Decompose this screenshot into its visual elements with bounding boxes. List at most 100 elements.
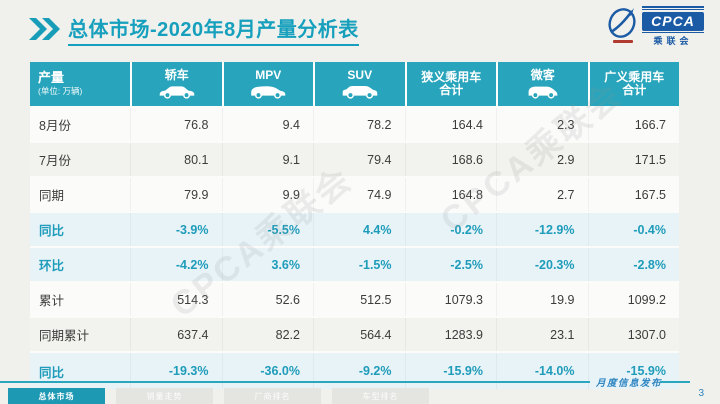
cell-value: 79.4	[313, 143, 405, 176]
cell-value: 78.2	[313, 108, 405, 141]
section-tab-2[interactable]: 厂商排名	[224, 388, 321, 404]
double-chevron-icon	[28, 16, 60, 42]
title-row: 总体市场-2020年8月产量分析表	[28, 12, 359, 46]
cell-value: -12.9%	[496, 213, 588, 246]
column-header-narrow-pv-total: 狭义乘用车 合计	[404, 62, 497, 106]
footer-rule	[0, 381, 590, 383]
cell-value: -20.3%	[496, 248, 588, 281]
section-tab-3[interactable]: 车型排名	[332, 388, 429, 404]
column-label: 合计	[622, 83, 647, 97]
cell-value: 76.8	[130, 108, 222, 141]
cell-value: 52.6	[221, 283, 314, 316]
cell-value: -19.3%	[130, 353, 222, 389]
cell-value: -9.2%	[313, 353, 405, 389]
cell-value: 9.9	[221, 178, 314, 211]
footer-rule	[660, 381, 690, 383]
cell-value: 3.6%	[221, 248, 314, 281]
column-header-microvan: 微客	[496, 62, 588, 106]
cpca-acronym: CPCA	[642, 12, 704, 31]
cell-value: 167.5	[587, 178, 680, 211]
table-row-6: 同期累计 637.4 82.2 564.4 1283.9 23.1 1307.0	[30, 316, 679, 351]
column-label: 狭义乘用车	[421, 69, 482, 84]
cell-value: 164.4	[404, 108, 497, 141]
table-row-1: 7月份 80.1 9.1 79.4 168.6 2.9 171.5	[30, 141, 679, 176]
row-label: 环比	[39, 259, 65, 273]
table-row-5: 累计 514.3 52.6 512.5 1079.3 19.9 1099.2	[30, 281, 679, 316]
row-label: 同期累计	[39, 329, 90, 343]
cell-value: 9.1	[221, 143, 314, 176]
column-header-suv: SUV	[313, 62, 405, 106]
row-label: 7月份	[39, 154, 71, 168]
cell-value: 564.4	[313, 318, 405, 351]
cell-value: -0.2%	[404, 213, 497, 246]
row-label: 同期	[39, 189, 65, 203]
column-label: MPV	[255, 68, 282, 83]
column-header-sedan: 轿车	[130, 62, 222, 106]
cell-value: -3.9%	[130, 213, 222, 246]
logo-rule	[642, 9, 704, 10]
cell-value: 2.7	[496, 178, 588, 211]
column-label: 合计	[439, 83, 464, 97]
footer-note: 月度信息发布	[596, 379, 663, 389]
cell-value: 1307.0	[587, 318, 680, 351]
table-row-4: 环比 -4.2% 3.6% -1.5% -2.5% -20.3% -2.8%	[30, 246, 679, 281]
cell-value: -0.4%	[587, 213, 680, 246]
column-header-mpv: MPV	[221, 62, 314, 106]
row-label: 同比	[39, 365, 65, 380]
microvan-icon	[525, 84, 561, 99]
cell-value: 164.8	[404, 178, 497, 211]
cell-value: 82.2	[221, 318, 314, 351]
mpv-icon	[248, 84, 288, 99]
table-row-7: 同比 -19.3% -36.0% -9.2% -15.9% -14.0% -15.9%	[30, 351, 679, 389]
table-corner-header: 产量 (单位: 万辆)	[30, 62, 130, 106]
title-section-name: 总体市场	[68, 18, 150, 41]
cpca-logo: CPCA 乘联会	[605, 6, 704, 47]
cell-value: 23.1	[496, 318, 588, 351]
page-number: 3	[698, 388, 704, 399]
section-tab-0[interactable]: 总体市场	[8, 388, 105, 404]
title-rest: -2020年8月产量分析表	[150, 18, 359, 41]
production-table: 产量 (单位: 万辆) 轿车 MPV SUV 狭义乘用车 合计 微客 广义乘用车 合计 8月份…	[30, 62, 679, 389]
cpca-chinese-name: 乘联会	[642, 32, 704, 47]
table-row-3: 同比 -3.9% -5.5% 4.4% -0.2% -12.9% -0.4%	[30, 211, 679, 246]
cell-value: 1283.9	[404, 318, 497, 351]
cell-value: 168.6	[404, 143, 497, 176]
cell-value: -36.0%	[221, 353, 314, 389]
corner-unit: (单位: 万辆)	[38, 86, 83, 97]
section-tab-1[interactable]: 销量走势	[116, 388, 213, 404]
cell-value: 79.9	[130, 178, 222, 211]
cell-value: 1099.2	[587, 283, 680, 316]
column-label: SUV	[347, 68, 373, 83]
cell-value: -14.0%	[496, 353, 588, 389]
cell-value: 512.5	[313, 283, 405, 316]
table-row-0: 8月份 76.8 9.4 78.2 164.4 2.3 166.7	[30, 106, 679, 141]
cell-value: -4.2%	[130, 248, 222, 281]
cell-value: 2.3	[496, 108, 588, 141]
column-label: 轿车	[164, 68, 189, 83]
cell-value: 80.1	[130, 143, 222, 176]
row-label: 同比	[39, 224, 65, 238]
page-title: 总体市场-2020年8月产量分析表	[68, 13, 359, 46]
cell-value: 171.5	[587, 143, 680, 176]
cpca-logo-text-block: CPCA 乘联会	[642, 6, 704, 47]
suv-icon	[340, 84, 380, 99]
cell-value: 9.4	[221, 108, 314, 141]
row-label: 累计	[39, 294, 65, 308]
cell-value: 1079.3	[404, 283, 497, 316]
section-tab-bar: 总体市场 销量走势 厂商排名 车型排名	[8, 388, 440, 404]
cell-value: -15.9%	[404, 353, 497, 389]
logo-rule	[642, 6, 704, 8]
column-label: 广义乘用车	[604, 69, 665, 84]
cell-value: 514.3	[130, 283, 222, 316]
cell-value: -2.8%	[587, 248, 680, 281]
cell-value: 19.9	[496, 283, 588, 316]
cell-value: 4.4%	[313, 213, 405, 246]
cell-value: -1.5%	[313, 248, 405, 281]
cell-value: 637.4	[130, 318, 222, 351]
sedan-icon	[157, 84, 197, 99]
cell-value: -15.9%	[587, 353, 680, 389]
cell-value: -2.5%	[404, 248, 497, 281]
row-label: 8月份	[39, 119, 71, 133]
cell-value: 74.9	[313, 178, 405, 211]
cell-value: 166.7	[587, 108, 680, 141]
